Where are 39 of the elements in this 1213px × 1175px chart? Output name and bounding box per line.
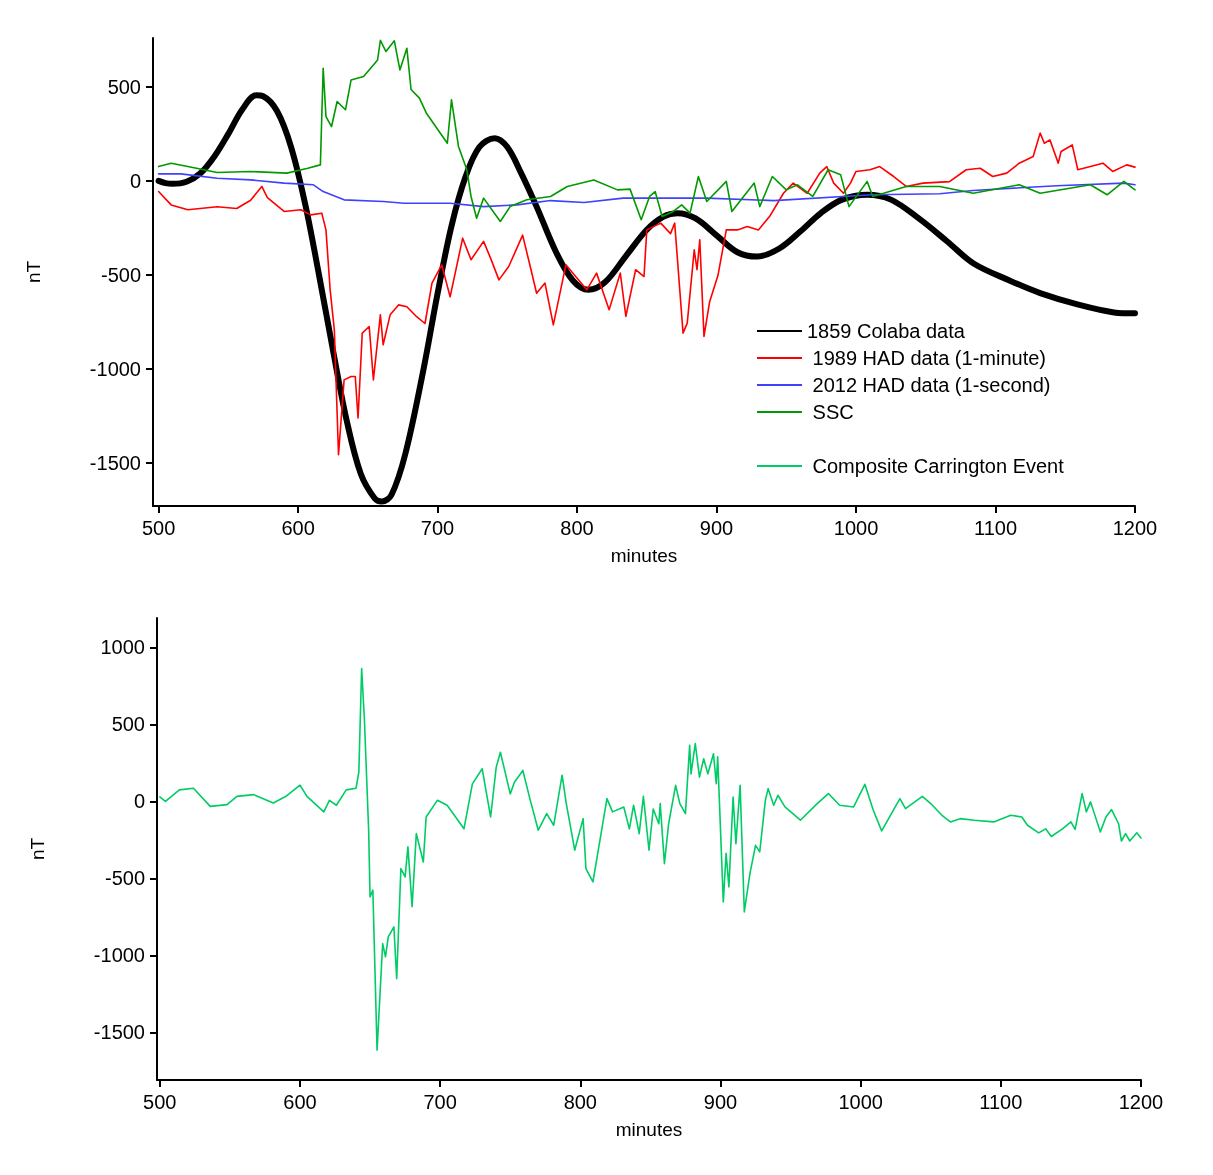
x-tick-label: 1200 — [1118, 1091, 1164, 1113]
x-tick-label: 900 — [699, 517, 734, 539]
line-series — [157, 173, 1136, 208]
x-axis-title: minutes — [615, 1119, 683, 1140]
line-series — [159, 667, 1142, 1052]
x-tick-label: 800 — [560, 517, 594, 539]
line-series — [157, 39, 1136, 223]
x-axis-title: minutes — [610, 545, 678, 566]
y-tick-label: -1000 — [93, 944, 145, 967]
x-tick-label: 700 — [420, 517, 455, 539]
legend-label: Composite Carrington Event — [807, 455, 1065, 477]
y-tick-label: -500 — [104, 867, 145, 890]
x-tick-label: 900 — [703, 1091, 738, 1113]
x-tick-label: 700 — [423, 1091, 457, 1113]
x-tick-label: 500 — [143, 1091, 177, 1113]
legend-label: 1989 HAD data (1-minute) — [807, 347, 1047, 369]
x-tick-label: 800 — [563, 1091, 597, 1113]
x-tick-label: 1100 — [979, 1091, 1023, 1113]
y-axis-title: nT — [23, 260, 44, 284]
x-tick-label: 1200 — [1112, 517, 1158, 539]
y-tick-label: 1000 — [100, 636, 145, 659]
y-tick-label: 0 — [133, 790, 145, 813]
y-tick-label: -500 — [100, 263, 141, 286]
legend-label: 1859 Colaba data — [807, 320, 966, 342]
legend-label: 2012 HAD data (1-second) — [807, 374, 1051, 396]
legend-label: SSC — [807, 401, 854, 423]
y-tick-label: 500 — [107, 75, 141, 98]
y-tick-label: -1000 — [89, 357, 141, 380]
y-tick-label: -1500 — [93, 1021, 145, 1044]
x-tick-label: 1000 — [833, 517, 879, 539]
y-tick-label: 0 — [129, 169, 141, 192]
x-tick-label: 600 — [283, 1091, 317, 1113]
x-tick-label: 1000 — [838, 1091, 883, 1113]
x-tick-label: 600 — [281, 517, 315, 539]
y-axis-title: nT — [27, 837, 48, 861]
x-tick-label: 1100 — [974, 517, 1018, 539]
y-tick-label: -1500 — [89, 451, 141, 474]
y-tick-label: 500 — [111, 713, 145, 736]
line-series — [157, 132, 1136, 456]
